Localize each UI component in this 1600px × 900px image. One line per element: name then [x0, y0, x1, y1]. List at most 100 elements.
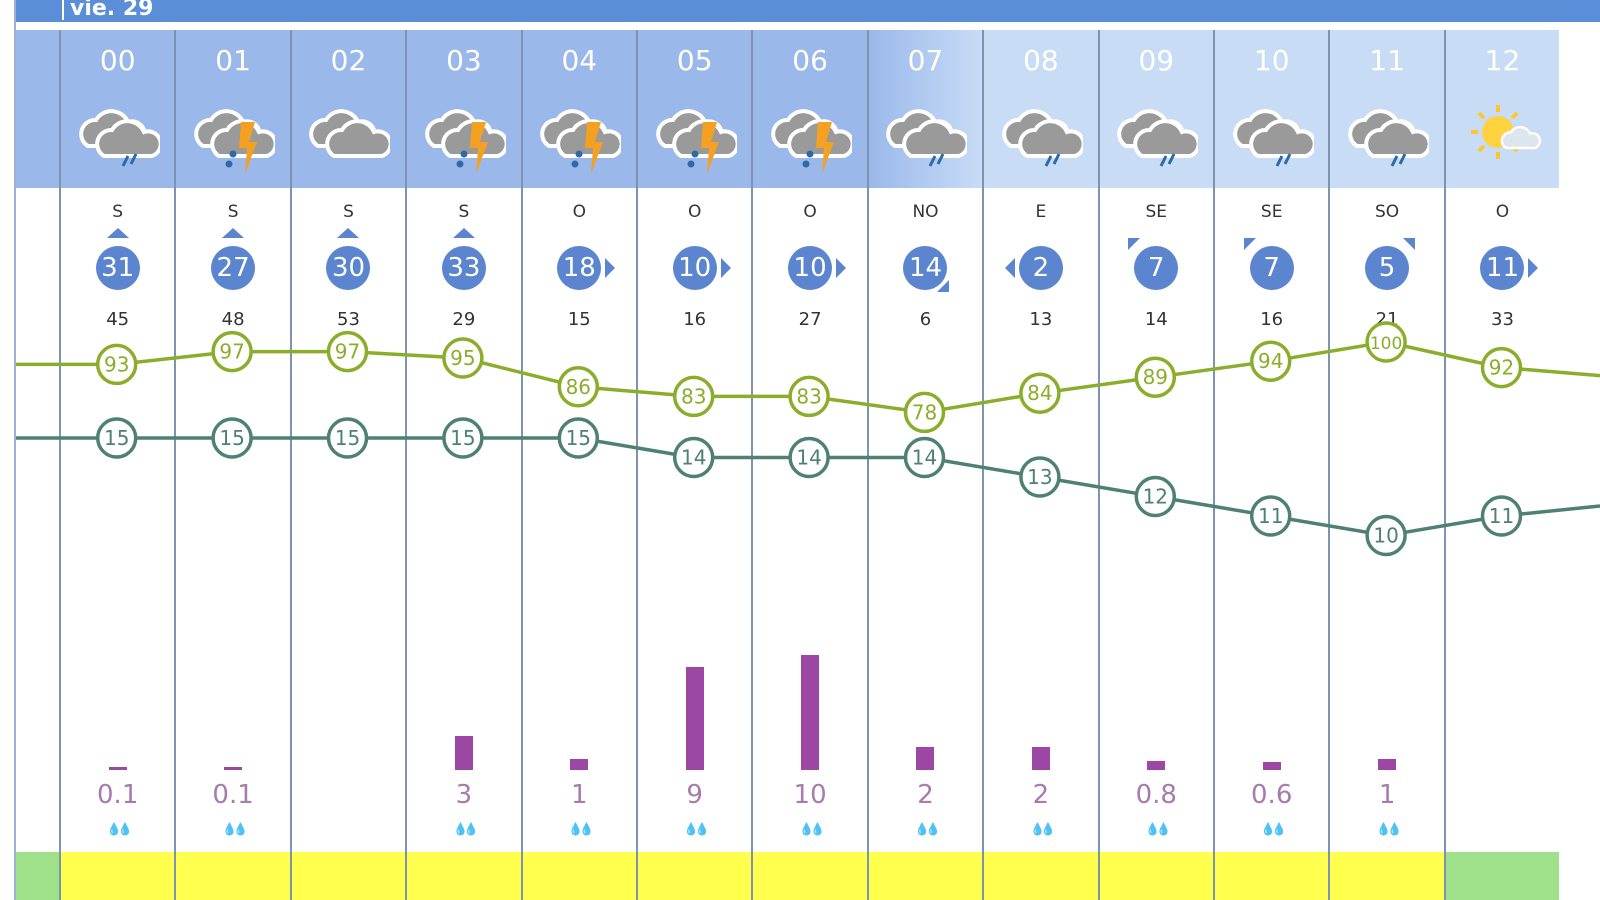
humidity-point: 97	[211, 330, 253, 373]
hour-column: 05 O 10 16 9 💧💧	[636, 30, 752, 900]
cloud-rain-icon	[883, 98, 971, 178]
temperature-value: 15	[566, 426, 591, 450]
risk-strip	[522, 852, 636, 900]
wind-arrow-icon	[1128, 238, 1141, 250]
wind-speed-badge: 30	[326, 246, 371, 290]
rain-drops-icon: 💧💧	[1029, 822, 1056, 836]
hour-header: 11	[1330, 30, 1444, 188]
hour-label: 04	[561, 44, 598, 77]
hour-column: 10 SE 7 16 0.6 💧💧	[1213, 30, 1329, 900]
precip-bar	[224, 767, 243, 770]
wind-gust: 48	[221, 309, 245, 330]
rain-drops-icon: 💧💧	[452, 822, 479, 836]
wind-direction: SE	[1145, 202, 1168, 222]
humidity-value: 83	[681, 384, 706, 408]
wind-direction: S	[458, 202, 470, 222]
precip-amount: 2	[1032, 780, 1050, 810]
hour-column: 12 O 11 33	[1443, 30, 1560, 900]
humidity-point: 100	[1365, 321, 1407, 363]
wind-arrow-icon	[106, 228, 129, 238]
rain-drops-icon: 💧💧	[1376, 822, 1402, 836]
cloud-storm-icon	[422, 98, 509, 178]
humidity-value: 78	[912, 400, 937, 424]
risk-strip	[291, 852, 406, 900]
wind-arrow-icon	[222, 228, 245, 238]
humidity-point: 93	[95, 343, 138, 386]
hour-label: 03	[446, 44, 482, 77]
temperature-point: 15	[557, 417, 600, 459]
hour-column: 01 S 27 48 0.1 💧💧	[174, 30, 290, 900]
hour-header: 09	[1099, 30, 1213, 188]
rain-drops-icon: 💧💧	[1260, 822, 1287, 836]
wind-speed-badge: 10	[672, 246, 717, 290]
risk-strip	[638, 852, 752, 900]
cloud-storm-icon	[653, 98, 740, 178]
risk-strip	[1330, 852, 1444, 900]
wind-speed-badge: 7	[1249, 246, 1294, 290]
precip-amount: 1	[1378, 780, 1396, 810]
partial-head	[16, 30, 59, 188]
left-edge	[0, 0, 16, 900]
humidity-value: 83	[796, 384, 821, 408]
wind-speed-badge: 31	[95, 246, 140, 290]
wind-speed-badge: 2	[1018, 246, 1063, 290]
wind-gust: 14	[1144, 309, 1168, 330]
temperature-point: 11	[1480, 495, 1523, 537]
precip-amount: 9	[686, 780, 703, 810]
temperature-point: 14	[672, 436, 715, 479]
wind-direction: O	[572, 202, 586, 222]
hour-label: 05	[676, 44, 713, 77]
wind-gust: 33	[1491, 309, 1514, 330]
temperature-humidity-chart: 93 97 97 95 86 83 83 78 84 89 94 100 92 15 15 15 15 15 14 1…	[16, 321, 1600, 557]
hour-column: 07 NO 14 6 2 💧💧	[866, 30, 983, 900]
humidity-point: 78	[903, 391, 946, 434]
hour-column: 00 S 31 45 0.1 💧💧	[59, 30, 175, 900]
precip-amount: 3	[455, 780, 473, 810]
hour-column: 08 E 2 13 2 💧💧	[982, 30, 1098, 900]
hour-column: 04 O 18 15 1 💧💧	[520, 30, 636, 900]
wind-direction: S	[112, 202, 124, 222]
wind-gust: 53	[337, 309, 360, 330]
temperature-value: 15	[104, 426, 129, 450]
wind-gust: 13	[1029, 309, 1053, 330]
precip-bar	[685, 666, 704, 770]
wind-speed-badge: 18	[557, 246, 602, 290]
risk-strip	[984, 852, 1098, 900]
temperature-point: 13	[1019, 456, 1061, 498]
cloud-storm-icon	[191, 98, 278, 178]
temperature-point: 14	[903, 436, 946, 479]
humidity-value: 97	[335, 340, 360, 364]
humidity-point: 86	[557, 366, 600, 408]
day-label: vie. 29	[62, 0, 153, 21]
hour-label: 06	[792, 44, 828, 77]
risk-strip	[1099, 852, 1213, 900]
wind-speed-badge: 10	[788, 246, 833, 290]
wind-arrow-icon	[452, 228, 475, 238]
hour-column: 02 S 30 53	[289, 30, 406, 900]
risk-strip	[16, 852, 59, 900]
wind-direction: O	[688, 202, 702, 222]
humidity-value: 95	[450, 346, 475, 370]
wind-speed-badge: 7	[1134, 246, 1179, 290]
rain-drops-icon: 💧💧	[222, 822, 248, 836]
precip-amount: 10	[793, 780, 827, 810]
temperature-value: 14	[796, 446, 821, 470]
wind-speed-badge: 5	[1365, 246, 1410, 290]
hour-label: 08	[1023, 44, 1059, 77]
humidity-point: 92	[1480, 346, 1523, 389]
humidity-point: 84	[1019, 372, 1061, 414]
hour-header: 08	[984, 30, 1098, 188]
wind-gust: 16	[683, 309, 707, 330]
wind-gust: 45	[106, 309, 130, 330]
risk-strip	[753, 852, 867, 900]
humidity-point: 94	[1249, 340, 1292, 382]
hourly-forecast-grid: 00 S 31 45 0.1 💧💧 01 S 27 48 0.1 💧💧 02 S 30 53 03 S 33 29 3 💧…	[16, 30, 1600, 900]
humidity-point: 95	[442, 337, 484, 379]
temperature-value: 13	[1027, 465, 1052, 489]
hour-header: 02	[291, 30, 406, 188]
humidity-value: 89	[1143, 365, 1168, 389]
wind-speed-badge: 33	[441, 246, 486, 290]
hour-label: 10	[1253, 44, 1290, 77]
precip-amount: 0.6	[1251, 780, 1293, 810]
precip-bar	[1378, 758, 1397, 770]
